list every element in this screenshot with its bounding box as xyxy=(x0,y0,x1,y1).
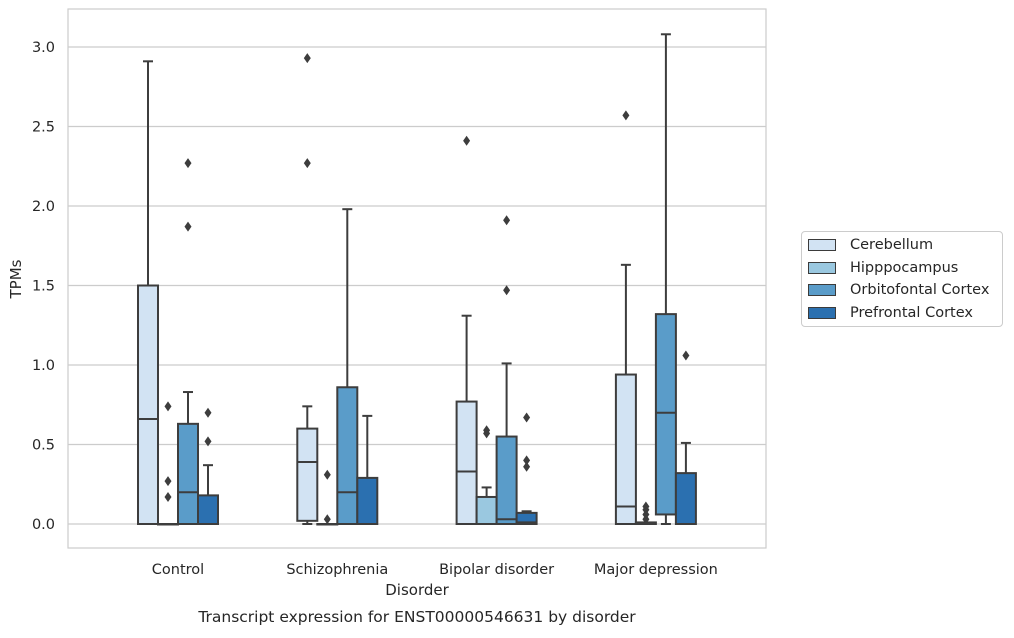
box-2-1 xyxy=(336,208,359,526)
flier-0 xyxy=(164,491,172,502)
box-body xyxy=(614,373,637,526)
legend-label-prefrontal-cortex: Prefrontal Cortex xyxy=(850,305,973,321)
chart-caption: Transcript expression for ENST0000054663… xyxy=(197,608,636,626)
flier-1 xyxy=(204,407,212,418)
flier-0 xyxy=(463,135,471,146)
x-tick-label-0: Control xyxy=(152,562,204,578)
flier-0 xyxy=(303,158,311,169)
x-axis-label: Disorder xyxy=(385,581,449,599)
box-body xyxy=(475,495,498,526)
box-body xyxy=(296,427,319,522)
box-3-2 xyxy=(515,412,538,525)
flier-0 xyxy=(523,461,531,472)
box-body xyxy=(137,284,159,525)
flier-0 xyxy=(682,350,690,361)
legend-item-orbitofrontal-cortex: Orbitofontal Cortex xyxy=(808,280,989,300)
flier-1 xyxy=(164,476,172,487)
legend-swatch-orbitofrontal-cortex xyxy=(808,284,836,296)
x-tick-labels: Control Schizophrenia Bipolar disorder Majo… xyxy=(152,562,718,578)
box-2-0 xyxy=(177,158,199,525)
box-1-0 xyxy=(157,401,179,526)
flier-3 xyxy=(642,501,650,512)
y-tick-label-0: 0.0 xyxy=(32,517,55,533)
box-0-2 xyxy=(455,135,478,526)
legend-item-hippocampus: Hipppocampus xyxy=(808,258,958,278)
box-body xyxy=(654,313,677,516)
y-tick-label-3: 1.5 xyxy=(32,279,55,295)
box-0-1 xyxy=(296,53,319,525)
flier-0 xyxy=(323,514,331,525)
box-3-0 xyxy=(197,407,219,526)
y-tick-labels: 0.0 0.5 1.0 1.5 2.0 2.5 3.0 xyxy=(32,40,55,533)
flier-2 xyxy=(164,401,172,412)
box-body xyxy=(197,494,219,526)
x-tick-label-1: Schizophrenia xyxy=(286,562,388,578)
legend-swatch-hippocampus xyxy=(808,262,836,274)
box-body xyxy=(674,472,697,525)
flier-1 xyxy=(184,158,192,169)
box-1-2 xyxy=(475,425,498,526)
flier-1 xyxy=(323,469,331,480)
box-0-0 xyxy=(137,60,159,525)
flier-1 xyxy=(483,425,491,436)
y-tick-label-1: 0.5 xyxy=(32,438,55,454)
flier-1 xyxy=(503,215,511,226)
box-2-2 xyxy=(495,215,518,525)
legend-swatch-prefrontal-cortex xyxy=(808,307,836,319)
legend-item-cerebellum: Cerebellum xyxy=(808,235,933,255)
box-body xyxy=(495,435,518,525)
flier-2 xyxy=(523,412,531,423)
boxes-layer xyxy=(137,33,697,526)
plot-frame xyxy=(67,8,767,549)
box-1-1 xyxy=(316,469,339,526)
box-body xyxy=(515,511,538,525)
legend-label-cerebellum: Cerebellum xyxy=(850,237,934,253)
box-0-3 xyxy=(614,110,637,526)
box-2-3 xyxy=(654,33,677,525)
box-3-1 xyxy=(356,414,379,526)
box-1-3 xyxy=(634,501,657,525)
box-body xyxy=(177,422,199,525)
x-tick-label-2: Bipolar disorder xyxy=(439,562,554,578)
flier-1 xyxy=(523,455,531,466)
flier-0 xyxy=(622,110,630,121)
flier-0 xyxy=(503,285,511,296)
flier-0 xyxy=(184,221,192,232)
y-tick-label-6: 3.0 xyxy=(32,40,55,56)
y-tick-label-5: 2.5 xyxy=(32,120,55,136)
flier-1 xyxy=(303,53,311,64)
y-tick-label-2: 1.0 xyxy=(32,358,55,374)
flier-0 xyxy=(204,436,212,447)
legend-label-orbitofrontal-cortex: Orbitofontal Cortex xyxy=(850,282,990,298)
box-3-3 xyxy=(674,350,697,525)
box-body xyxy=(356,476,379,526)
x-tick-label-3: Major depression xyxy=(594,562,718,578)
legend: Cerebellum Hipppocampus Orbitofontal Cor… xyxy=(801,231,1003,327)
legend-label-hippocampus: Hipppocampus xyxy=(850,260,959,276)
legend-item-prefrontal-cortex: Prefrontal Cortex xyxy=(808,303,973,323)
legend-swatch-cerebellum xyxy=(808,239,836,251)
box-body xyxy=(455,400,478,526)
y-axis-label: TPMs xyxy=(7,259,25,299)
box-body xyxy=(336,386,359,526)
y-tick-label-4: 2.0 xyxy=(32,199,55,215)
